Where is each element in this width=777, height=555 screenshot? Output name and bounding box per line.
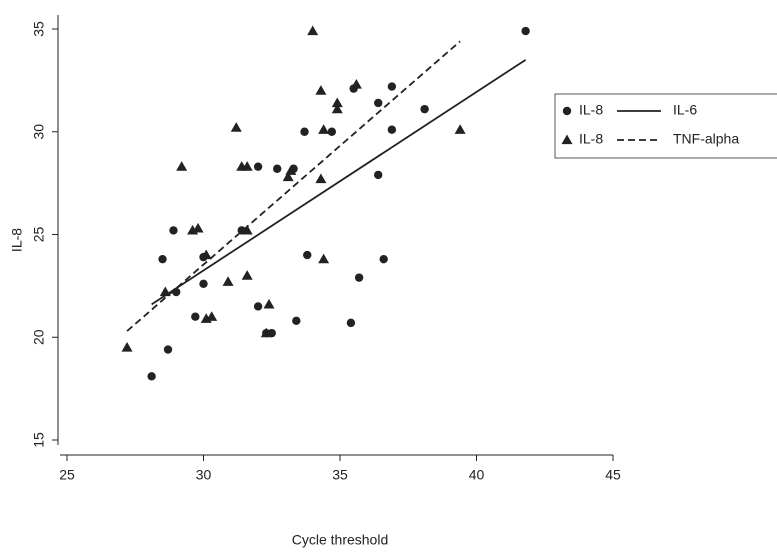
circle-point <box>374 98 383 108</box>
triangle-point <box>318 253 330 264</box>
legend-label: IL-8 <box>579 102 603 118</box>
x-tick-label: 45 <box>605 467 621 483</box>
triangle-point <box>230 122 242 132</box>
legend-label: IL-8 <box>579 131 603 147</box>
circle-point <box>253 302 263 311</box>
circle-point <box>169 226 178 235</box>
triangle-point <box>263 298 275 309</box>
triangle-point <box>331 103 343 114</box>
x-tick-label: 35 <box>332 467 348 483</box>
triangle-point <box>200 249 212 260</box>
circle-point <box>303 250 312 260</box>
circle-point <box>163 345 173 354</box>
circle-point <box>387 82 397 91</box>
circle-point <box>379 254 388 264</box>
circle-point <box>346 318 356 328</box>
y-tick-label: 25 <box>31 227 47 243</box>
x-tick-label: 40 <box>469 467 485 483</box>
circle-point <box>354 273 364 282</box>
triangle-point <box>561 134 573 145</box>
circle-point <box>374 170 383 180</box>
triangle-point <box>315 173 327 184</box>
triangle-point <box>260 327 272 338</box>
y-tick-label: 20 <box>31 329 47 345</box>
legend-label: IL-6 <box>673 102 697 118</box>
fit-line <box>126 40 461 332</box>
circle-point <box>147 372 156 381</box>
triangle-point <box>285 165 297 175</box>
triangle-point <box>282 171 294 182</box>
triangle-point <box>315 85 327 95</box>
triangle-point <box>192 222 204 233</box>
triangle-point <box>241 161 253 171</box>
circle-point <box>327 127 337 136</box>
y-tick-label: 30 <box>31 124 47 140</box>
x-tick-label: 25 <box>59 467 75 483</box>
circle-point <box>521 26 530 36</box>
y-axis-label: IL-8 <box>9 228 25 252</box>
triangle-point <box>331 97 343 108</box>
y-tick-label: 35 <box>31 21 47 37</box>
circle-point <box>562 106 572 116</box>
legend-label: TNF-alpha <box>673 131 739 147</box>
circle-point <box>420 104 429 114</box>
circle-point <box>253 162 263 171</box>
circle-point <box>199 279 208 289</box>
triangle-point <box>318 124 330 134</box>
triangle-point <box>307 25 319 36</box>
triangle-point <box>159 286 171 297</box>
triangle-point <box>241 224 253 235</box>
circle-point <box>292 316 301 326</box>
triangle-point <box>454 124 466 134</box>
triangle-point <box>241 270 253 280</box>
legend-box <box>554 93 777 159</box>
circle-point <box>273 164 282 173</box>
circle-point <box>191 312 200 321</box>
fit-line <box>151 59 527 306</box>
circle-point <box>158 254 167 264</box>
x-tick-label: 30 <box>196 467 212 483</box>
triangle-point <box>222 276 234 286</box>
triangle-point <box>350 78 362 89</box>
circle-point <box>300 127 309 136</box>
y-tick-label: 15 <box>31 432 47 448</box>
triangle-point <box>176 161 188 171</box>
x-axis-label: Cycle threshold <box>292 532 389 548</box>
triangle-point <box>121 342 133 352</box>
circle-point <box>387 125 397 134</box>
triangle-point <box>206 311 218 321</box>
